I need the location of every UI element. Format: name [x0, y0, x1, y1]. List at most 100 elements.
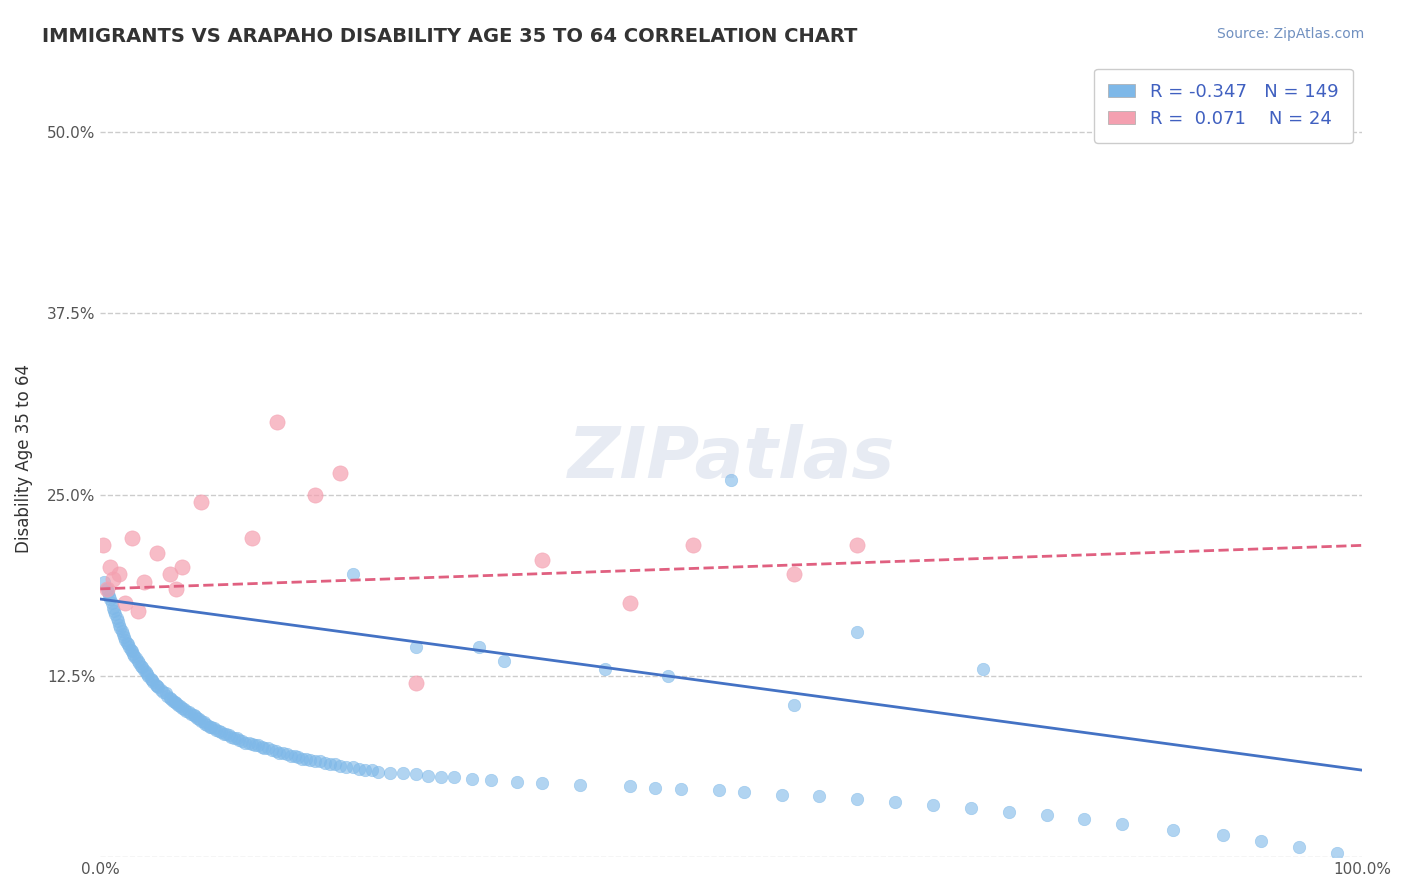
Point — [231, 734, 253, 748]
Point — [96, 582, 118, 596]
Point — [146, 546, 169, 560]
Point — [197, 718, 219, 732]
Point — [114, 632, 136, 647]
Point — [284, 748, 307, 763]
Point — [405, 767, 427, 781]
Point — [120, 642, 142, 657]
Point — [118, 640, 141, 654]
Point — [392, 766, 415, 780]
Point — [240, 737, 263, 751]
Point — [159, 567, 181, 582]
Point — [162, 693, 184, 707]
Point — [846, 538, 869, 552]
Point — [972, 662, 994, 676]
Point — [492, 654, 515, 668]
Point — [808, 789, 831, 804]
Point — [225, 731, 247, 746]
Point — [568, 778, 591, 792]
Point — [430, 771, 453, 785]
Point — [121, 531, 143, 545]
Point — [360, 763, 382, 777]
Point — [142, 674, 165, 689]
Point — [135, 665, 157, 679]
Point — [141, 673, 163, 688]
Point — [124, 651, 146, 665]
Point — [264, 744, 287, 758]
Point — [127, 604, 149, 618]
Point — [174, 704, 197, 718]
Point — [194, 716, 217, 731]
Point — [997, 805, 1019, 820]
Point — [1212, 829, 1234, 843]
Point — [619, 779, 641, 793]
Point — [354, 763, 377, 777]
Point — [163, 695, 186, 709]
Point — [193, 715, 215, 730]
Point — [165, 582, 187, 596]
Point — [208, 723, 231, 738]
Point — [298, 753, 321, 767]
Point — [190, 495, 212, 509]
Point — [198, 720, 221, 734]
Point — [405, 676, 427, 690]
Point — [479, 773, 502, 788]
Point — [122, 647, 145, 661]
Point — [101, 600, 124, 615]
Point — [269, 746, 291, 760]
Point — [846, 625, 869, 640]
Point — [405, 640, 427, 654]
Point — [134, 663, 156, 677]
Point — [271, 746, 294, 760]
Point — [127, 654, 149, 668]
Point — [266, 415, 288, 429]
Point — [1250, 834, 1272, 848]
Point — [367, 764, 389, 779]
Point — [107, 614, 129, 628]
Point — [530, 776, 553, 790]
Point — [1073, 813, 1095, 827]
Point — [177, 705, 200, 719]
Point — [165, 697, 187, 711]
Point — [149, 683, 172, 698]
Point — [260, 743, 283, 757]
Point — [209, 725, 232, 739]
Text: ZIPatlas: ZIPatlas — [568, 424, 894, 493]
Point — [295, 751, 318, 765]
Point — [245, 739, 267, 753]
Point — [159, 690, 181, 705]
Point — [187, 712, 209, 726]
Point — [468, 640, 491, 654]
Point — [96, 582, 118, 596]
Point — [136, 669, 159, 683]
Point — [152, 685, 174, 699]
Point — [173, 702, 195, 716]
Point — [205, 723, 228, 737]
Point — [156, 689, 179, 703]
Point — [108, 567, 131, 582]
Point — [112, 630, 135, 644]
Point — [172, 560, 194, 574]
Point — [111, 624, 134, 638]
Point — [657, 669, 679, 683]
Point — [669, 782, 692, 797]
Point — [240, 531, 263, 545]
Point — [105, 611, 128, 625]
Point — [169, 699, 191, 714]
Point — [139, 672, 162, 686]
Point — [146, 679, 169, 693]
Point — [190, 714, 212, 728]
Point — [124, 648, 146, 663]
Y-axis label: Disability Age 35 to 64: Disability Age 35 to 64 — [15, 364, 32, 553]
Text: Source: ZipAtlas.com: Source: ZipAtlas.com — [1216, 27, 1364, 41]
Point — [228, 732, 250, 747]
Point — [593, 662, 616, 676]
Point — [1288, 840, 1310, 855]
Point — [418, 769, 440, 783]
Point — [342, 760, 364, 774]
Point — [167, 698, 190, 712]
Point — [846, 792, 869, 806]
Point — [111, 627, 134, 641]
Point — [335, 760, 357, 774]
Point — [117, 637, 139, 651]
Point — [461, 772, 484, 786]
